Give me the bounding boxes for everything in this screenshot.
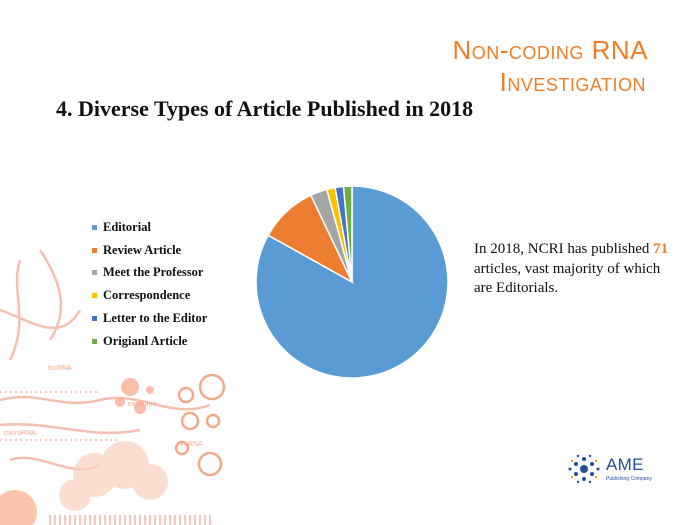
legend-item: Editorial xyxy=(92,216,207,239)
journal-title-line2-text: Investigation xyxy=(499,67,646,97)
legend-label: Meet the Professor xyxy=(103,265,204,280)
pie-slice-editorial xyxy=(255,185,449,379)
ame-logo-subtitle: Publishing Company xyxy=(606,476,652,482)
legend-label: Review Article xyxy=(103,242,182,257)
exosome-label: exosome xyxy=(128,401,157,408)
journal-title-line1: Non-coding RNA xyxy=(452,34,648,66)
pie-slice-origianl-article xyxy=(342,185,353,283)
legend-swatch xyxy=(92,247,97,253)
ame-logo-text: AME xyxy=(606,455,644,474)
legend-item: Review Article xyxy=(92,239,207,262)
legend-label: Letter to the Editor xyxy=(103,311,208,326)
legend-item: Correspondence xyxy=(92,284,207,307)
microrna-label: microRNA xyxy=(4,430,36,437)
legend-item: Origianl Article xyxy=(92,330,207,353)
summary-text: In 2018, NCRI has published 71 articles,… xyxy=(474,240,674,299)
legend-label: Editorial xyxy=(103,219,151,234)
ame-logo-icon xyxy=(568,454,600,484)
ame-logo: AME Publishing Company xyxy=(566,452,666,492)
legend-item: Meet the Professor xyxy=(92,262,207,285)
legend-swatch xyxy=(92,224,97,230)
article-count: 71 xyxy=(653,241,669,257)
legend-swatch xyxy=(92,316,97,322)
legend-label: Origianl Article xyxy=(103,333,188,348)
summary-prefix: In 2018, NCRI has published xyxy=(474,241,654,257)
legend-swatch xyxy=(92,293,97,299)
legend-swatch xyxy=(92,338,97,344)
legend-item: Letter to the Editor xyxy=(92,307,207,330)
slide-title: 4. Diverse Types of Article Published in… xyxy=(56,96,474,121)
journal-title-line2: Investigation xyxy=(452,66,646,98)
pie-chart-svg xyxy=(255,185,449,379)
legend-swatch xyxy=(92,270,97,276)
pie-chart xyxy=(250,180,454,384)
summary-suffix: articles, vast majority of which are Edi… xyxy=(474,260,661,297)
lncrna-label: lncRNA xyxy=(48,365,72,372)
journal-title-line1-text: Non-coding RNA xyxy=(452,35,648,65)
rna-decoration: lncRNA exosome microRNA circRNA xyxy=(0,250,226,525)
circrna-label: circRNA xyxy=(177,441,203,448)
chart-legend: Editorial Review Article Meet the Professo… xyxy=(92,216,207,353)
journal-title: Non-coding RNA Investigation xyxy=(452,34,648,98)
legend-label: Correspondence xyxy=(103,288,191,303)
